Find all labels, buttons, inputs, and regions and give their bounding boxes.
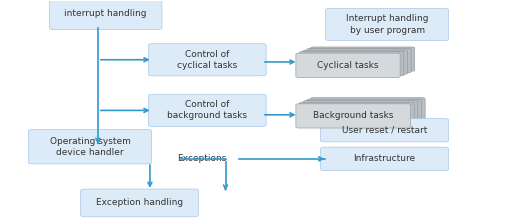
FancyBboxPatch shape	[28, 130, 151, 164]
FancyBboxPatch shape	[148, 94, 266, 126]
FancyBboxPatch shape	[311, 98, 425, 122]
FancyBboxPatch shape	[311, 47, 414, 71]
Text: Exceptions: Exceptions	[177, 154, 227, 163]
FancyBboxPatch shape	[320, 119, 449, 142]
Text: Control of
background tasks: Control of background tasks	[167, 100, 247, 120]
Text: Control of
cyclical tasks: Control of cyclical tasks	[177, 50, 237, 70]
FancyBboxPatch shape	[307, 99, 421, 123]
FancyBboxPatch shape	[300, 102, 414, 126]
FancyBboxPatch shape	[320, 147, 449, 171]
Text: Interrupt handling
by user program: Interrupt handling by user program	[346, 14, 428, 35]
FancyBboxPatch shape	[300, 52, 404, 76]
FancyBboxPatch shape	[296, 53, 400, 77]
FancyBboxPatch shape	[49, 0, 162, 30]
Text: Background tasks: Background tasks	[313, 112, 394, 120]
FancyBboxPatch shape	[307, 49, 411, 73]
Text: Infrastructure: Infrastructure	[353, 154, 416, 163]
Text: Operating system
device handler: Operating system device handler	[50, 137, 130, 157]
Text: Exception handling: Exception handling	[96, 198, 183, 207]
Text: Cyclical tasks: Cyclical tasks	[317, 61, 379, 70]
FancyBboxPatch shape	[296, 104, 410, 128]
FancyBboxPatch shape	[325, 8, 449, 41]
FancyBboxPatch shape	[148, 44, 266, 76]
Text: interrupt handling: interrupt handling	[64, 9, 147, 18]
FancyBboxPatch shape	[303, 101, 418, 125]
FancyBboxPatch shape	[81, 189, 199, 217]
FancyBboxPatch shape	[303, 50, 408, 74]
Text: User reset / restart: User reset / restart	[342, 126, 427, 135]
